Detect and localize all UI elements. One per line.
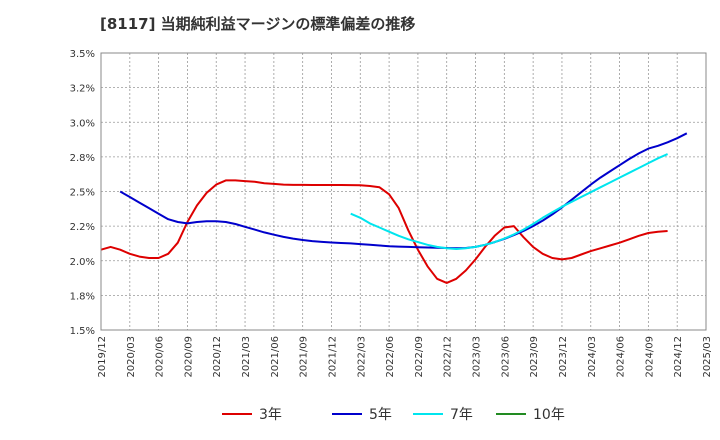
- x-tick-label: 2020/03: [126, 336, 137, 378]
- x-tick-label: 2021/06: [270, 336, 281, 378]
- y-tick-label: 2.5%: [70, 188, 95, 199]
- x-tick-label: 2021/03: [241, 336, 252, 378]
- x-tick-label: 2024/12: [673, 336, 684, 378]
- x-tick-label: 2023/09: [529, 336, 540, 378]
- legend-label-3年: 3年: [259, 407, 282, 423]
- x-tick-label: 2020/12: [212, 336, 223, 378]
- grid-layer: [100, 52, 707, 331]
- x-tick-label: 2024/06: [616, 336, 627, 378]
- legend-label-10年: 10年: [533, 407, 565, 423]
- legend: 3年 5年 7年 10年: [222, 407, 565, 423]
- x-tick-label: 2024/03: [587, 336, 598, 378]
- y-tick-label: 2.0%: [70, 257, 95, 268]
- y-tick-label: 3.0%: [70, 118, 95, 129]
- x-tick-label: 2020/06: [155, 336, 166, 378]
- x-tick-label: 2021/09: [299, 336, 310, 378]
- y-tick-label: 3.2%: [70, 84, 95, 95]
- x-tick-label: 2022/06: [385, 336, 396, 378]
- x-tick-label: 2023/03: [472, 336, 483, 378]
- y-tick-label: 1.5%: [70, 326, 95, 337]
- x-tick-label: 2023/12: [558, 336, 569, 378]
- series-line-5年: [119, 132, 688, 250]
- y-tick-label: 2.8%: [70, 153, 95, 164]
- y-axis-ticks: 3.5% 3.2% 3.0% 2.8% 2.5% 2.2% 2.0% 1.8% 1.5%: [70, 49, 95, 337]
- series-line-7年: [350, 153, 669, 250]
- x-tick-label: 2022/12: [443, 336, 454, 378]
- series-line-3年: [100, 179, 668, 284]
- x-tick-label: 2021/12: [327, 336, 338, 378]
- plot-frame: [100, 52, 707, 331]
- x-tick-label: 2023/06: [500, 336, 511, 378]
- x-tick-label: 2022/03: [356, 336, 367, 378]
- x-tick-label: 2024/09: [644, 336, 655, 378]
- legend-label-7年: 7年: [450, 407, 473, 423]
- y-tick-label: 1.8%: [70, 291, 95, 302]
- y-tick-label: 2.2%: [70, 222, 95, 233]
- chart-title: [8117] 当期純利益マージンの標準偏差の推移: [100, 15, 416, 33]
- series-layer: [100, 132, 688, 284]
- x-tick-label: 2022/09: [414, 336, 425, 378]
- x-axis-ticks: 2019/12 2020/03 2020/06 2020/09 2020/12 2021/…: [97, 336, 713, 378]
- x-tick-label: 2020/09: [183, 336, 194, 378]
- y-tick-label: 3.5%: [70, 49, 95, 60]
- x-tick-label: 2025/03: [702, 336, 713, 378]
- x-tick-label: 2019/12: [97, 336, 108, 378]
- legend-label-5年: 5年: [369, 407, 392, 423]
